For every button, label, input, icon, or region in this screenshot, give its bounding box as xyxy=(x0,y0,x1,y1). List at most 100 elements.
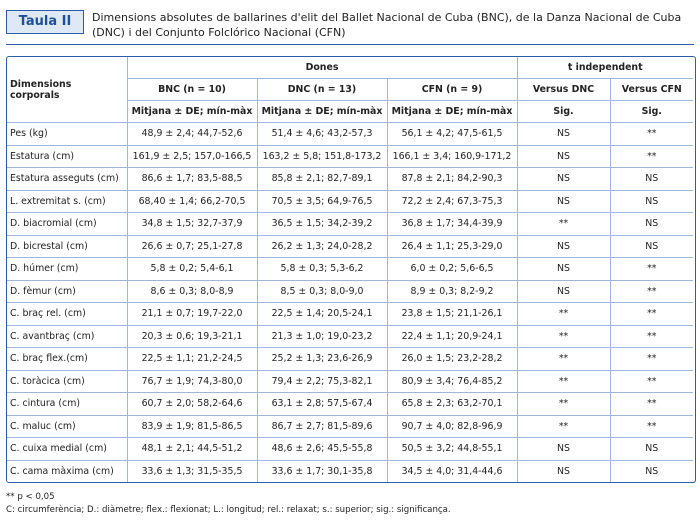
cell: 21,1 ± 0,7; 19,7-22,0 xyxy=(126,302,258,326)
cell: 48,1 ± 2,1; 44,5-51,2 xyxy=(126,437,258,461)
cell: ** xyxy=(609,414,694,438)
cell: 86,7 ± 2,7; 81,5-89,6 xyxy=(256,414,388,438)
cell: 36,5 ± 1,5; 34,2-39,2 xyxy=(256,212,388,236)
row-label: Pes (kg) xyxy=(7,122,128,146)
table: Dimensions corporals Dones t independent… xyxy=(7,57,694,482)
cell: 63,1 ± 2,8; 57,5-67,4 xyxy=(256,392,388,416)
cell: 48,9 ± 2,4; 44,7-52,6 xyxy=(126,122,258,146)
table-row: C. braç flex.(cm) 22,5 ± 1,1; 21,2-24,5 25… xyxy=(7,347,694,371)
table-row: C. cama màxima (cm) 33,6 ± 1,3; 31,5-35,5… xyxy=(7,459,694,482)
column-subheader: Mitjana ± DE; mín-màx xyxy=(127,100,258,123)
cell: 87,8 ± 2,1; 84,2-90,3 xyxy=(386,167,518,191)
row-label: D. biacromial (cm) xyxy=(7,212,128,236)
cell: ** xyxy=(516,369,611,393)
row-label: C. braç rel. (cm) xyxy=(7,302,128,326)
row-label: C. maluc (cm) xyxy=(7,414,128,438)
group-header: Dones xyxy=(126,57,518,79)
cell: ** xyxy=(609,257,694,281)
header-row: Dimensions corporals Dones t independent xyxy=(7,57,694,123)
table-row: C. cuixa medial (cm) 48,1 ± 2,1; 44,5-51,… xyxy=(7,437,694,461)
cell: ** xyxy=(516,392,611,416)
table-row: D. biacromial (cm) 34,8 ± 1,5; 32,7-37,9 3… xyxy=(7,212,694,236)
cell: 36,8 ± 1,7; 34,4-39,9 xyxy=(386,212,518,236)
cell: NS xyxy=(516,437,611,461)
footnotes: ** p < 0,05 C: circumferència; D.: diàme… xyxy=(6,491,451,517)
cell: ** xyxy=(609,392,694,416)
cell: 8,5 ± 0,3; 8,0-9,0 xyxy=(256,279,388,303)
cell: ** xyxy=(609,144,694,168)
cell: 22,4 ± 1,1; 20,9-24,1 xyxy=(386,324,518,348)
column-subheader: Mitjana ± DE; mín-màx xyxy=(386,100,518,123)
cell: NS xyxy=(609,437,694,461)
cell: NS xyxy=(516,257,611,281)
footnote: ** p < 0,05 xyxy=(6,492,55,502)
cell: ** xyxy=(609,279,694,303)
column-subheader: Sig. xyxy=(609,100,694,123)
cell: NS xyxy=(609,189,694,213)
cell: 166,1 ± 3,4; 160,9-171,2 xyxy=(386,144,518,168)
cell: 26,4 ± 1,1; 25,3-29,0 xyxy=(386,234,518,258)
cell: 33,6 ± 1,3; 31,5-35,5 xyxy=(126,459,258,482)
table-head: Dimensions corporals Dones t independent… xyxy=(7,57,694,123)
cell: 83,9 ± 1,9; 81,5-86,5 xyxy=(126,414,258,438)
cell: 85,8 ± 2,1; 82,7-89,1 xyxy=(256,167,388,191)
column-header: Versus CFN xyxy=(609,78,694,101)
corner-header: Dimensions corporals xyxy=(7,57,128,123)
table-row: C. toràcica (cm) 76,7 ± 1,9; 74,3-80,0 79,… xyxy=(7,369,694,393)
column-subheader: Mitjana ± DE; mín-màx xyxy=(256,100,388,123)
row-label: D. húmer (cm) xyxy=(7,257,128,281)
row-label: D. bicrestal (cm) xyxy=(7,234,128,258)
column-header: BNC (n = 10) xyxy=(127,78,258,101)
row-label: C. cuixa medial (cm) xyxy=(7,437,128,461)
cell: NS xyxy=(516,189,611,213)
row-label: Estatura (cm) xyxy=(7,144,128,168)
cell: 72,2 ± 2,4; 67,3-75,3 xyxy=(386,189,518,213)
cell: 34,5 ± 4,0; 31,4-44,6 xyxy=(386,459,518,482)
table-row: Pes (kg) 48,9 ± 2,4; 44,7-52,6 51,4 ± 4,6;… xyxy=(7,122,694,146)
cell: NS xyxy=(516,144,611,168)
column-subheader: Sig. xyxy=(516,100,611,123)
cell: 25,2 ± 1,3; 23,6-26,9 xyxy=(256,347,388,371)
header-row: Mitjana ± DE; mín-màx Mitjana ± DE; mín-m… xyxy=(7,100,694,123)
cell: ** xyxy=(516,212,611,236)
cell: 86,6 ± 1,7; 83,5-88,5 xyxy=(126,167,258,191)
cell: 161,9 ± 2,5; 157,0-166,5 xyxy=(126,144,258,168)
cell: 48,6 ± 2,6; 45,5-55,8 xyxy=(256,437,388,461)
cell: 26,6 ± 0,7; 25,1-27,8 xyxy=(126,234,258,258)
cell: 22,5 ± 1,4; 20,5-24,1 xyxy=(256,302,388,326)
table-row: C. avantbraç (cm) 20,3 ± 0,6; 19,3-21,1 21… xyxy=(7,324,694,348)
cell: 90,7 ± 4,0; 82,8-96,9 xyxy=(386,414,518,438)
table-row: D. bicrestal (cm) 26,6 ± 0,7; 25,1-27,8 26… xyxy=(7,234,694,258)
column-header: CFN (n = 9) xyxy=(386,78,518,101)
column-header: Versus DNC xyxy=(516,78,611,101)
cell: 8,6 ± 0,3; 8,0-8,9 xyxy=(126,279,258,303)
cell: 5,8 ± 0,2; 5,4-6,1 xyxy=(126,257,258,281)
cell: NS xyxy=(609,459,694,482)
cell: 80,9 ± 3,4; 76,4-85,2 xyxy=(386,369,518,393)
cell: 60,7 ± 2,0; 58,2-64,6 xyxy=(126,392,258,416)
cell: NS xyxy=(516,167,611,191)
cell: 6,0 ± 0,2; 5,6-6,5 xyxy=(386,257,518,281)
table-row: L. extremitat s. (cm) 68,40 ± 1,4; 66,2-7… xyxy=(7,189,694,213)
cell: 8,9 ± 0,3; 8,2-9,2 xyxy=(386,279,518,303)
cell: ** xyxy=(609,302,694,326)
table-row: Estatura asseguts (cm) 86,6 ± 1,7; 83,5-8… xyxy=(7,167,694,191)
table-frame: Dimensions corporals Dones t independent… xyxy=(6,56,696,483)
table-row: C. maluc (cm) 83,9 ± 1,9; 81,5-86,5 86,7 ±… xyxy=(7,414,694,438)
cell: ** xyxy=(609,369,694,393)
cell: 26,0 ± 1,5; 23,2-28,2 xyxy=(386,347,518,371)
cell: 70,5 ± 3,5; 64,9-76,5 xyxy=(256,189,388,213)
caption: Dimensions absolutes de ballarines d'eli… xyxy=(92,11,682,39)
cell: ** xyxy=(516,347,611,371)
cell: ** xyxy=(609,347,694,371)
cell: NS xyxy=(609,167,694,191)
cell: NS xyxy=(516,122,611,146)
table-label: Taula II xyxy=(6,10,84,34)
cell: NS xyxy=(609,212,694,236)
cell: 65,8 ± 2,3; 63,2-70,1 xyxy=(386,392,518,416)
cell: NS xyxy=(609,234,694,258)
cell: NS xyxy=(516,279,611,303)
cell: 51,4 ± 4,6; 43,2-57,3 xyxy=(256,122,388,146)
table-row: C. cintura (cm) 60,7 ± 2,0; 58,2-64,6 63,1… xyxy=(7,392,694,416)
group-header: t independent xyxy=(516,57,694,79)
